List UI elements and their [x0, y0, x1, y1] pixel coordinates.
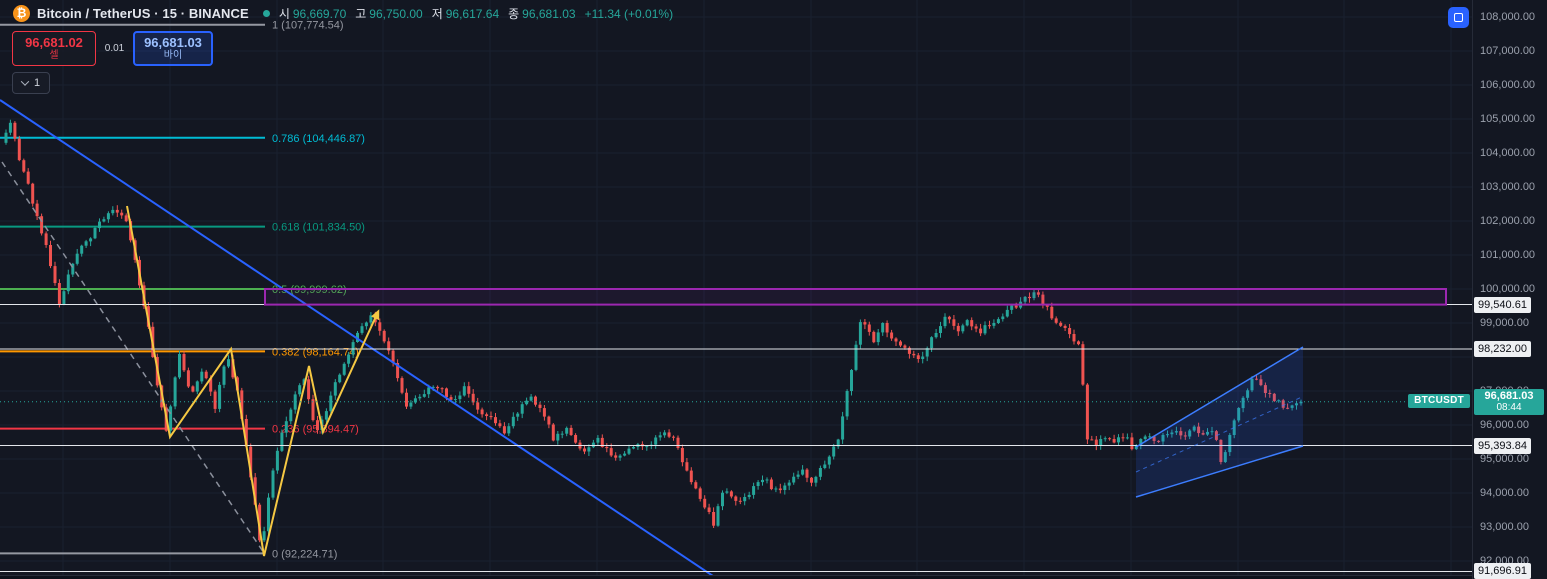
svg-text:1 (107,774.54): 1 (107,774.54) — [272, 20, 344, 32]
price-axis-label: 101,000.00 — [1480, 249, 1536, 261]
chevron-down-icon — [20, 77, 30, 86]
price-axis-label: 99,000.00 — [1480, 317, 1529, 329]
price-axis-label: 93,000.00 — [1480, 521, 1529, 533]
bitcoin-icon: ₿ — [13, 5, 30, 22]
price-axis-label: 94,000.00 — [1480, 487, 1529, 499]
interval-button[interactable]: 1 — [12, 72, 51, 94]
price-axis-label: 96,000.00 — [1480, 419, 1529, 431]
symbol-price-label: BTCUSDT — [1408, 393, 1470, 408]
candles — [4, 119, 1303, 543]
buy-label: 바이 — [163, 50, 183, 61]
ohlc-value: 96,750.00 — [369, 6, 423, 21]
sell-label: 셀 — [49, 50, 59, 61]
ohlc-value: 96,681.03 — [522, 6, 576, 21]
zigzag-drawing[interactable] — [126, 205, 380, 557]
ohlc-value: 96,617.64 — [445, 6, 500, 21]
price-axis-label: 103,000.00 — [1480, 181, 1536, 193]
last-price-badge: 96,681.03 08:44 — [1474, 388, 1544, 415]
price-axis-label: 105,000.00 — [1480, 113, 1536, 125]
trade-widget: 96,681.02 셀 0.01 96,681.03 바이 — [12, 31, 213, 66]
svg-text:0.618 (101,834.50): 0.618 (101,834.50) — [272, 222, 365, 234]
ohlc-label: 시 — [278, 7, 290, 21]
trendline[interactable] — [0, 99, 720, 579]
bar-countdown: 08:44 — [1496, 401, 1522, 413]
chart-legend: ₿ Bitcoin / TetherUS · 15 · BINANCE 시 96,… — [13, 5, 673, 22]
price-axis-label: 100,000.00 — [1480, 283, 1536, 295]
grid — [0, 0, 1472, 575]
realtime-status-icon — [262, 10, 270, 17]
price-axis-label: 102,000.00 — [1480, 215, 1536, 227]
dashed-trendline[interactable] — [1, 161, 265, 554]
parallel-channel[interactable] — [1135, 346, 1304, 498]
price-change: +11.34 (+0.01%) — [584, 6, 674, 21]
trading-panel-icon[interactable] — [1448, 7, 1469, 28]
price-axis-label: 108,000.00 — [1480, 11, 1536, 23]
price-line-badge: 91,696.91 — [1474, 563, 1531, 579]
buy-price: 96,681.03 — [144, 35, 202, 50]
ohlc-label: 고 — [355, 7, 367, 21]
ohlc-value: 96,669.70 — [292, 6, 347, 21]
ohlc-label: 종 — [508, 7, 520, 21]
buy-button[interactable]: 96,681.03 바이 — [133, 31, 213, 66]
svg-text:0.382 (98,164.74): 0.382 (98,164.74) — [272, 346, 359, 358]
price-line-badge: 99,540.61 — [1474, 296, 1531, 313]
spread-value: 0.01 — [104, 43, 125, 54]
price-axis-label: 107,000.00 — [1480, 45, 1536, 57]
price-axis-label: 104,000.00 — [1480, 147, 1536, 159]
svg-text:0 (92,224.71): 0 (92,224.71) — [272, 548, 337, 560]
sell-button[interactable]: 96,681.02 셀 — [12, 31, 96, 66]
price-axis[interactable]: 108,000.00 107,000.00 106,000.00 105,000.00… — [1472, 0, 1547, 579]
price-axis-label: 95,000.00 — [1480, 453, 1529, 465]
time-axis[interactable] — [0, 575, 1547, 579]
last-price: 96,681.03 — [1484, 389, 1534, 402]
svg-text:0.786 (104,446.87): 0.786 (104,446.87) — [272, 133, 365, 145]
price-line-badge: 98,232.00 — [1474, 341, 1531, 358]
sell-price: 96,681.02 — [25, 35, 83, 50]
ohlc-label: 저 — [431, 7, 443, 21]
price-axis-label: 106,000.00 — [1480, 79, 1536, 91]
panel-glyph-icon — [1454, 13, 1463, 22]
price-line-badge: 95,393.84 — [1474, 437, 1531, 454]
symbol-title[interactable]: Bitcoin / TetherUS · 15 · BINANCE — [37, 6, 249, 21]
price-range-box[interactable] — [264, 288, 1447, 306]
ohlc-readout: 시 96,669.70 고 96,750.00 저 96,617.64 종 96,681.03… — [279, 5, 673, 22]
interval-label: 1 — [34, 77, 41, 89]
